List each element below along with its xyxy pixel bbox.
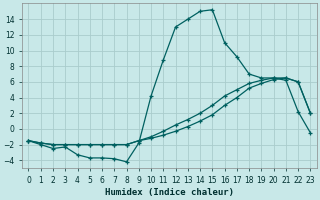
X-axis label: Humidex (Indice chaleur): Humidex (Indice chaleur) — [105, 188, 234, 197]
